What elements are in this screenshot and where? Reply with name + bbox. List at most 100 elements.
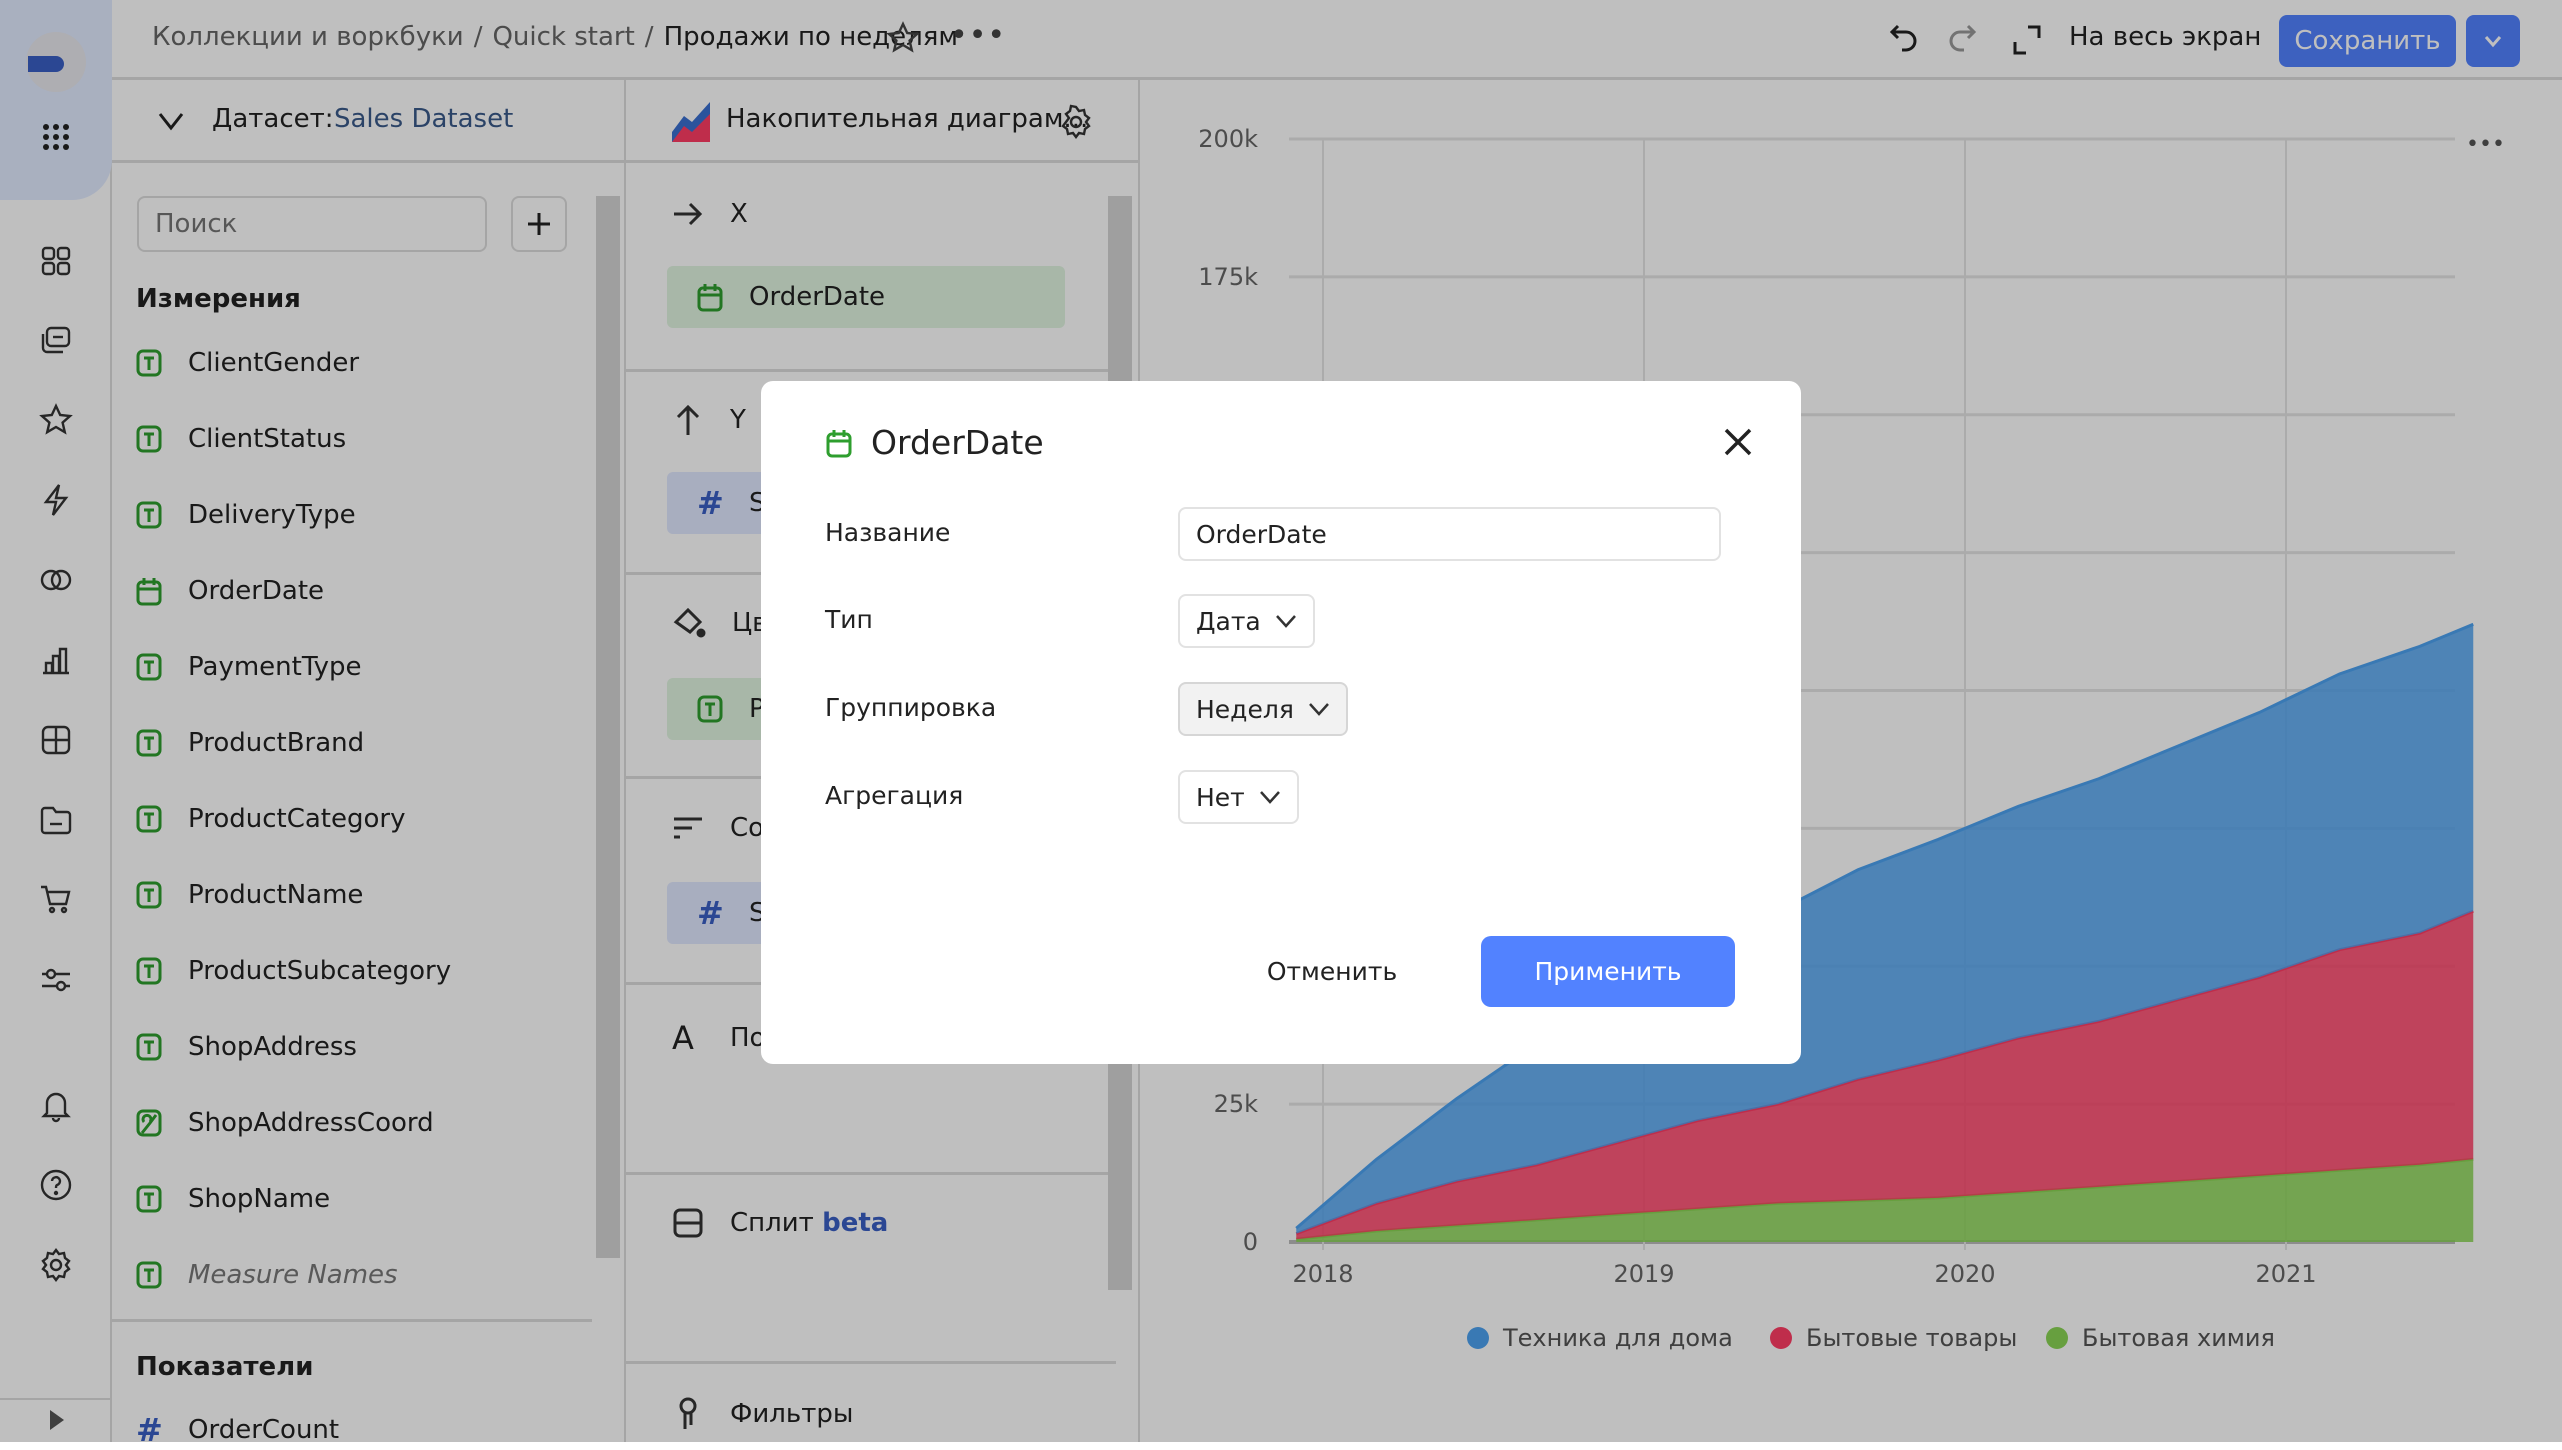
chevron-down-icon <box>1308 703 1329 716</box>
breadcrumb-quick-start[interactable]: Quick start <box>492 22 635 52</box>
dimension-item[interactable]: ProductCategory <box>136 799 405 839</box>
text-type-icon <box>136 349 162 377</box>
section-divider <box>626 1361 1116 1364</box>
chevron-down-icon <box>1275 615 1296 628</box>
type-select[interactable]: Дата <box>1178 594 1315 648</box>
rail-divider <box>0 1398 112 1400</box>
sliders-icon[interactable] <box>36 960 76 1000</box>
save-button[interactable]: Сохранить <box>2279 15 2456 67</box>
y-tick-label: 175k <box>1198 263 1258 291</box>
aggregation-value: Нет <box>1196 782 1245 812</box>
arrow-up-icon <box>676 404 700 435</box>
dimension-name: Measure Names <box>188 1260 398 1290</box>
dimension-item[interactable]: Measure Names <box>136 1255 398 1295</box>
text-type-icon <box>136 881 162 909</box>
breadcrumb: Коллекции и воркбуки / Quick start / Про… <box>152 22 958 52</box>
dimension-item[interactable]: ShopName <box>136 1179 330 1219</box>
sort-label: Со <box>730 813 765 843</box>
dimension-item[interactable]: ShopAddress <box>136 1027 357 1067</box>
dimensions-title: Измерения <box>136 284 301 314</box>
name-input[interactable] <box>1178 507 1721 561</box>
aggregation-select[interactable]: Нет <box>1178 770 1299 824</box>
dashboard-icon[interactable] <box>36 241 76 281</box>
dataset-name-link[interactable]: Sales Dataset <box>334 104 514 134</box>
area-series-2 <box>1296 624 2474 1234</box>
chevron-down-icon <box>2484 36 2502 48</box>
search-input[interactable] <box>137 196 487 252</box>
dimension-item[interactable]: ProductSubcategory <box>136 951 451 991</box>
calendar-icon <box>826 430 852 458</box>
number-type-icon: # <box>697 894 724 932</box>
dimension-item[interactable]: OrderDate <box>136 571 324 611</box>
breadcrumb-collections[interactable]: Коллекции и воркбуки <box>152 22 464 52</box>
dataset-scrollbar[interactable] <box>596 196 620 1258</box>
cart-icon[interactable] <box>36 879 76 919</box>
split-icon <box>673 1208 703 1238</box>
lightning-icon[interactable] <box>36 480 76 520</box>
name-label: Название <box>825 518 951 547</box>
legend-item[interactable]: Бытовая химия <box>2046 1324 2275 1352</box>
text-type-icon <box>136 1185 162 1213</box>
connections-icon[interactable] <box>36 560 76 600</box>
gear-icon[interactable] <box>1058 104 1094 140</box>
charts-icon[interactable] <box>36 640 76 680</box>
star-icon[interactable] <box>36 400 76 440</box>
more-options-icon[interactable]: ••• <box>950 18 1007 53</box>
table-icon[interactable] <box>36 720 76 760</box>
cancel-button[interactable]: Отменить <box>1266 957 1398 986</box>
dataset-panel: Датасет: Sales Dataset Измерения ClientG… <box>112 80 626 1449</box>
close-icon[interactable] <box>1723 427 1753 457</box>
dimension-item[interactable]: ClientStatus <box>136 419 346 459</box>
folder-icon[interactable] <box>36 800 76 840</box>
measure-item[interactable]: # OrderCount <box>136 1410 339 1450</box>
legend-marker <box>1770 1327 1792 1349</box>
apply-button[interactable]: Применить <box>1481 936 1735 1007</box>
save-options-button[interactable] <box>2466 15 2520 67</box>
dimension-item[interactable]: PaymentType <box>136 647 362 687</box>
legend-label: Бытовая химия <box>2082 1324 2275 1352</box>
text-type-icon <box>136 957 162 985</box>
legend-item[interactable]: Бытовые товары <box>1770 1324 2017 1352</box>
x-field-chip[interactable]: OrderDate <box>667 266 1065 328</box>
add-field-button[interactable] <box>511 196 567 252</box>
dimension-item[interactable]: ClientGender <box>136 343 359 383</box>
dimension-name: ClientGender <box>188 348 360 378</box>
chevron-down-icon[interactable] <box>156 108 186 134</box>
apps-grid-icon[interactable] <box>36 117 76 157</box>
help-icon[interactable] <box>36 1165 76 1205</box>
favorite-star-icon[interactable] <box>885 20 921 62</box>
paint-bucket-icon <box>673 607 706 638</box>
dimension-item[interactable]: ProductBrand <box>136 723 364 763</box>
undo-icon[interactable] <box>1888 22 1922 64</box>
dimension-item[interactable]: DeliveryType <box>136 495 356 535</box>
legend-item[interactable]: Техника для дома <box>1467 1324 1733 1352</box>
grouping-select[interactable]: Неделя <box>1178 682 1348 736</box>
chart-menu-icon[interactable]: ••• <box>2466 132 2505 157</box>
number-type-icon: # <box>697 484 724 522</box>
dimension-name: ProductSubcategory <box>188 956 452 986</box>
logo-icon[interactable] <box>24 30 88 94</box>
labels-section: A По <box>672 1019 765 1057</box>
arrow-right-icon <box>674 202 703 226</box>
redo-icon[interactable] <box>1944 22 1978 64</box>
expand-arrow-icon[interactable] <box>36 1400 76 1440</box>
area-series-1 <box>1296 911 2474 1240</box>
chart-type-header[interactable]: Накопительная диаграм... <box>626 80 1138 163</box>
dimension-item[interactable]: ShopAddressCoord <box>136 1103 434 1143</box>
text-type-icon <box>136 1261 162 1289</box>
collections-icon[interactable] <box>36 320 76 360</box>
fullscreen-button[interactable]: На весь экран <box>2069 22 2262 52</box>
letter-a-icon: A <box>672 1019 694 1057</box>
legend-marker <box>1467 1327 1489 1349</box>
dimension-item[interactable]: ProductName <box>136 875 363 915</box>
text-type-icon <box>697 695 723 723</box>
fullscreen-icon[interactable] <box>2012 24 2042 62</box>
dataset-label: Датасет: <box>212 104 334 134</box>
color-field-name: P <box>749 694 765 724</box>
text-type-icon <box>136 501 162 529</box>
bell-icon[interactable] <box>36 1085 76 1125</box>
settings-icon[interactable] <box>36 1245 76 1285</box>
x-tick-label: 2019 <box>1613 1260 1674 1288</box>
text-type-icon <box>136 425 162 453</box>
split-section: Сплит beta <box>672 1207 888 1239</box>
